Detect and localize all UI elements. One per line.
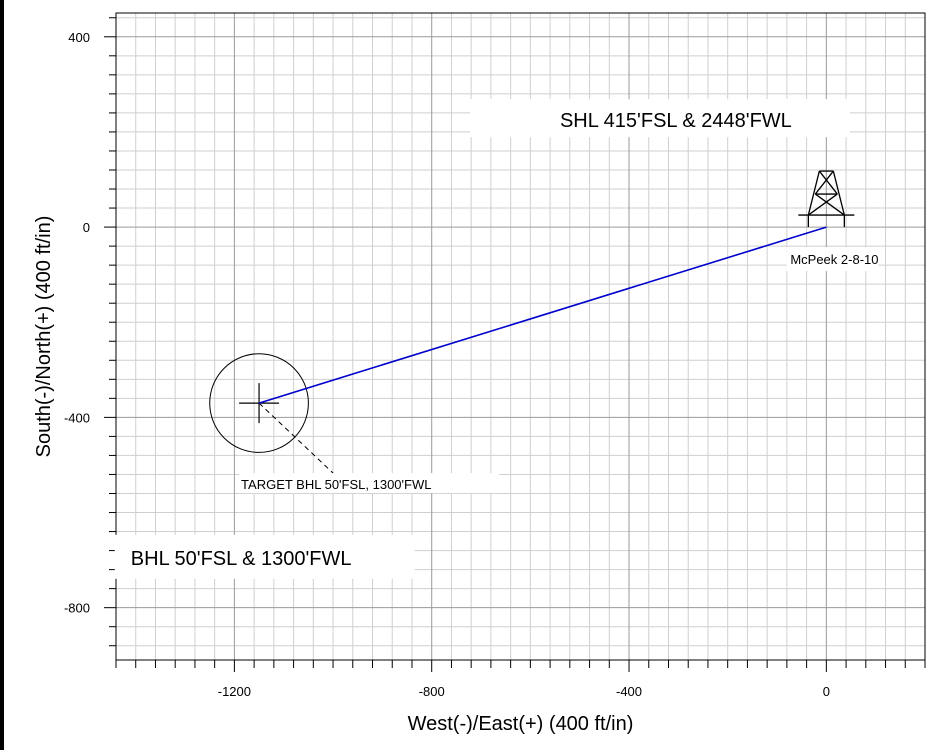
rig-strut	[832, 170, 845, 216]
axis-ticks	[104, 17, 926, 672]
y-tick-label: 400	[68, 30, 90, 45]
target-circle	[209, 353, 309, 453]
x-tick-label: -1200	[218, 684, 251, 699]
tick-labels: -1200 -800 -400 0 400 0 -400 -800	[64, 30, 830, 699]
target-marker: TARGET BHL 50'FSL, 1300'FWL	[209, 353, 500, 494]
target-label-background	[239, 473, 500, 494]
y-tick-label: -800	[64, 601, 90, 616]
y-tick-label: 0	[83, 220, 90, 235]
x-tick-label: 0	[823, 684, 830, 699]
window-edge	[0, 0, 4, 750]
well-path-line	[258, 226, 827, 404]
x-tick-label: -400	[616, 684, 642, 699]
rig-label-background	[786, 247, 879, 272]
bhl-annotation-background	[114, 534, 415, 579]
rig-strut	[814, 193, 845, 216]
x-tick-label: -800	[419, 684, 445, 699]
rig-strut	[807, 193, 838, 216]
rig-strut	[818, 170, 838, 195]
bhl-annotation: BHL 50'FSL & 1300'FWL	[131, 548, 352, 570]
target-label: TARGET BHL 50'FSL, 1300'FWL	[241, 477, 431, 492]
rig-label: McPeek 2-8-10	[790, 252, 878, 267]
target-leader-line	[258, 402, 334, 474]
rig-strut	[807, 170, 820, 216]
y-tick-label: -400	[64, 410, 90, 425]
x-axis-label: West(-)/East(+) (400 ft/in)	[408, 713, 634, 735]
shl-annotation: SHL 415'FSL & 2448'FWL	[560, 110, 792, 132]
drilling-rig-icon	[798, 170, 855, 228]
y-axis-label: South(-)/North(+) (400 ft/in)	[33, 216, 55, 458]
rig-strut	[814, 170, 834, 195]
shl-annotation-background	[469, 99, 850, 138]
